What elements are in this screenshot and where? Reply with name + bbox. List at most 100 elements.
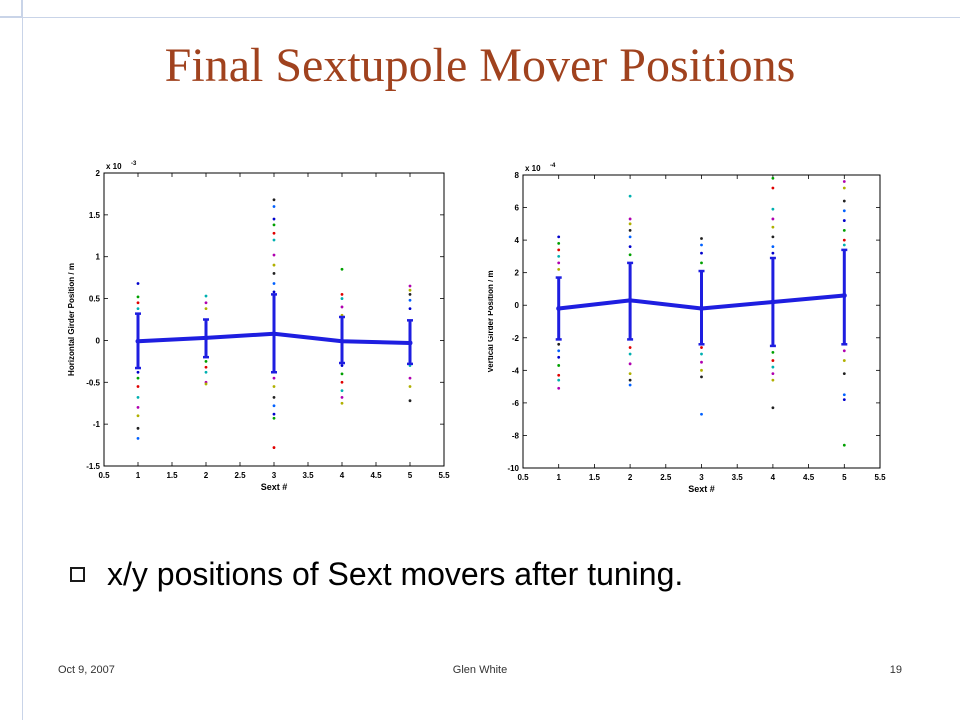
x-axis-label: Sext #: [688, 484, 715, 494]
y-tick-label: 2: [515, 269, 520, 278]
scatter-point: [272, 282, 276, 285]
vertical-girder-chart: 0.5 1 1.5 2 2.5 3 3.5 4 4.5 5 5.5 -10 -8 -6 -4 -2 0 2 4 6 8 x…: [488, 160, 908, 500]
scatter-point: [204, 301, 208, 305]
scatter-point: [842, 372, 846, 375]
scatter-point: [700, 237, 703, 240]
mean-point: [339, 338, 345, 344]
footer-page-number: 19: [889, 664, 902, 676]
scatter-point: [771, 217, 775, 221]
scatter-point: [136, 426, 140, 430]
scatter-point: [136, 376, 140, 380]
scatter-point: [771, 351, 775, 354]
scatter-point: [272, 404, 276, 408]
mean-point: [841, 292, 847, 298]
x-tick-label: 1.5: [589, 473, 601, 482]
slide-title: Final Sextupole Mover Positions: [164, 39, 796, 92]
scatter-point: [204, 370, 208, 374]
scatter-point: [700, 261, 703, 265]
scatter-point: [136, 307, 140, 311]
hollow-square-bullet-icon: [70, 567, 85, 582]
y-tick-label: -1: [93, 420, 101, 429]
axis-scale-label: x 10: [525, 164, 541, 173]
mean-point: [271, 331, 277, 337]
scatter-point: [771, 406, 775, 410]
scatter-point: [628, 352, 632, 356]
scatter-point: [204, 365, 208, 369]
scatter-point: [272, 395, 276, 399]
x-tick-label: 5.5: [438, 471, 450, 480]
scatter-point: [557, 349, 561, 353]
scatter-point: [340, 292, 344, 296]
scatter-point: [557, 248, 561, 252]
scatter-point: [340, 297, 344, 300]
scatter-point: [557, 261, 561, 265]
scatter-point: [272, 253, 276, 257]
x-tick-label: 2: [204, 471, 209, 480]
scatter-point: [842, 398, 846, 402]
scatter-point: [842, 219, 846, 222]
y-tick-label: 1: [96, 253, 101, 262]
y-tick-label: 0: [96, 336, 101, 345]
y-axis-label: Vertical Girder Position / m: [488, 270, 495, 372]
horizontal-girder-chart: 0.5 1 1.5 2 2.5 3 3.5 4 4.5 5 5.5 -1.5 -1 -0.5 0 0.5 1 1.…: [60, 160, 460, 500]
corner-frame: [0, 0, 22, 17]
scatter-point: [771, 207, 775, 211]
chart-svg: 0.5 1 1.5 2 2.5 3 3.5 4 4.5 5 5.5 -10 -8 -6 -4 -2 0 2 4 6 8x…: [488, 163, 886, 494]
scatter-point: [771, 359, 775, 362]
scatter-point: [700, 360, 703, 364]
mean-point: [627, 297, 633, 303]
scatter-point: [204, 359, 208, 363]
scatter-point: [340, 401, 344, 405]
scatter-point: [771, 176, 775, 180]
mean-point: [203, 335, 209, 341]
scatter-point: [771, 225, 775, 229]
scatter-point: [408, 385, 412, 388]
scatter-point: [842, 238, 846, 242]
scatter-point: [136, 406, 140, 409]
mean-point: [770, 299, 776, 305]
scatter-point: [340, 305, 344, 309]
scatter-point: [628, 245, 632, 249]
mean-point: [135, 338, 141, 344]
y-tick-label: 1.5: [89, 211, 101, 220]
x-tick-label: 4.5: [370, 471, 382, 480]
scatter-point: [842, 443, 846, 447]
y-tick-label: -8: [512, 431, 520, 440]
y-tick-label: 0: [515, 301, 520, 310]
scatter-point: [340, 267, 344, 271]
scatter-point: [557, 268, 561, 271]
x-tick-label: 1: [556, 473, 561, 482]
x-tick-label: 5: [842, 473, 847, 482]
scatter-point: [136, 295, 140, 299]
scatter-point: [408, 399, 412, 403]
scatter-point: [136, 385, 140, 388]
x-axis-label: Sext #: [261, 482, 288, 492]
scatter-point: [628, 194, 632, 198]
scatter-point: [557, 386, 561, 390]
axis-scale-label: x 10: [106, 162, 122, 171]
scatter-point: [272, 238, 276, 242]
scatter-point: [408, 376, 412, 380]
x-tick-label: 5: [408, 471, 413, 480]
axis-scale-exponent: -3: [131, 161, 137, 167]
scatter-point: [842, 186, 846, 190]
scatter-point: [408, 288, 412, 292]
scatter-point: [204, 382, 208, 386]
scatter-point: [136, 301, 140, 305]
bullet-item: x/y positions of Sext movers after tunin…: [70, 556, 683, 593]
scatter-point: [771, 372, 775, 375]
scatter-point: [700, 375, 703, 379]
x-tick-label: 2.5: [234, 471, 246, 480]
y-tick-label: -10: [507, 464, 519, 473]
y-tick-label: 0.5: [89, 295, 101, 304]
scatter-point: [842, 228, 846, 232]
scatter-point: [272, 416, 276, 420]
scatter-point: [557, 254, 561, 258]
scatter-point: [272, 263, 276, 267]
scatter-point: [272, 446, 276, 449]
x-tick-label: 3: [699, 473, 704, 482]
chart-svg: 0.5 1 1.5 2 2.5 3 3.5 4 4.5 5 5.5 -1.5 -1 -0.5 0 0.5 1 1.…: [67, 161, 450, 492]
scatter-point: [842, 180, 846, 183]
scatter-point: [272, 223, 276, 227]
scatter-point: [842, 209, 846, 213]
